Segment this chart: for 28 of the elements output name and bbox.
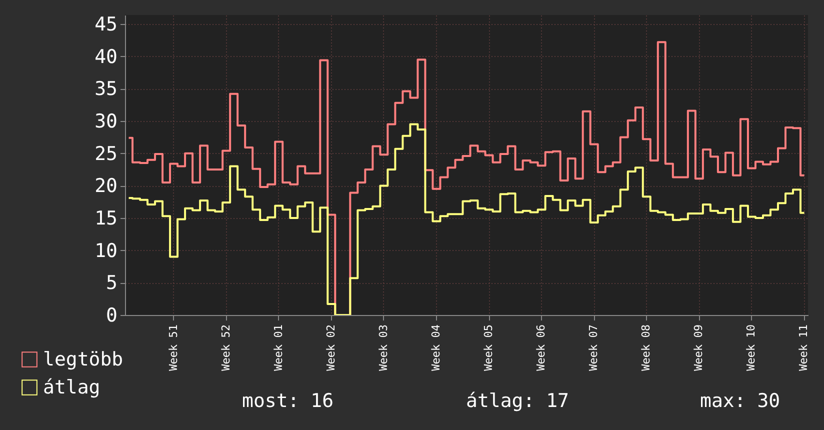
x-tick-label: Week 07 <box>587 324 600 371</box>
y-tick-label: 5 <box>106 272 118 294</box>
text: átlag: 17 <box>466 390 569 412</box>
y-tick-label: 35 <box>94 78 118 100</box>
text: most: 16 <box>242 390 334 412</box>
x-tick-label: Week 11 <box>797 324 810 371</box>
y-tick-label: 0 <box>106 304 118 326</box>
x-tick-label: Week 08 <box>640 324 653 371</box>
y-tick-label: 25 <box>94 142 118 165</box>
x-tick-label: Week 10 <box>744 324 758 371</box>
x-tick-label: Week 09 <box>692 324 706 371</box>
y-tick-label: 20 <box>94 175 118 198</box>
x-tick-label: Week 04 <box>429 324 442 371</box>
x-tick-label: Week 02 <box>324 324 338 371</box>
text: max: 30 <box>700 390 780 412</box>
legend-label: legtöbb <box>43 348 124 370</box>
y-tick-label: 30 <box>94 110 118 133</box>
y-tick-label: 10 <box>94 240 118 262</box>
y-tick-label: 15 <box>94 208 118 230</box>
x-tick-label: Week 51 <box>166 324 180 371</box>
x-tick-label: Week 06 <box>534 324 548 371</box>
x-tick-label: Week 03 <box>376 324 390 371</box>
x-tick-label: Week 05 <box>482 324 496 371</box>
y-tick-label: 45 <box>94 14 118 36</box>
x-tick-label: Week 01 <box>272 324 285 371</box>
y-tick-label: 40 <box>94 46 118 68</box>
x-tick-label: Week 52 <box>219 324 232 371</box>
legend-label: átlag <box>43 376 100 398</box>
